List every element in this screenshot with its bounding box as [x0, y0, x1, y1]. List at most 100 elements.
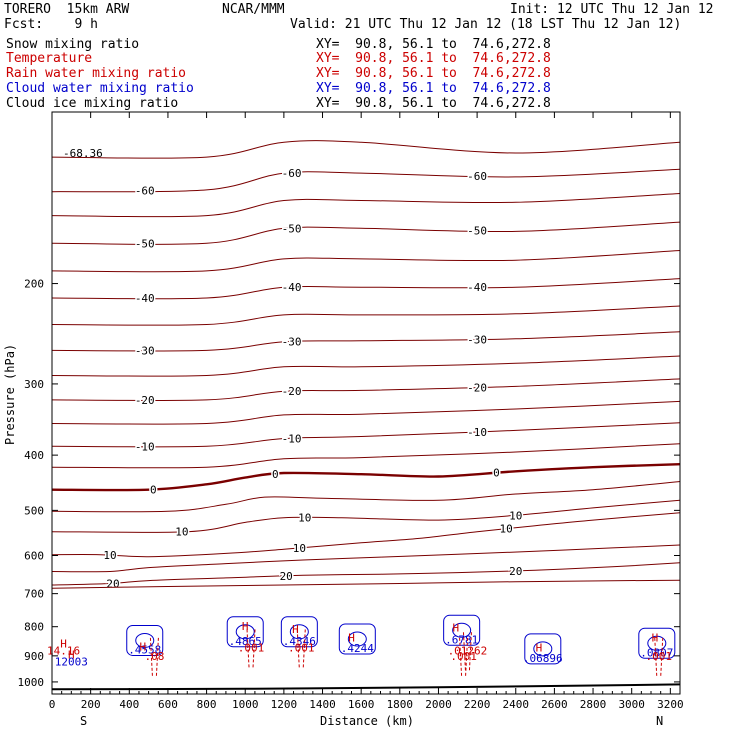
isotherm-label: 0 [493, 467, 500, 480]
high-marker: H [68, 649, 75, 662]
isotherm-label: -50 [282, 222, 302, 235]
x-tick-label: 800 [197, 698, 217, 711]
y-tick-label: 700 [24, 588, 44, 601]
isotherm-label: 0 [150, 483, 157, 496]
x-tick-label: 2800 [580, 698, 607, 711]
isotherm-label: -30 [467, 333, 487, 346]
rain-water-contour [654, 637, 664, 676]
x-tick-label: 1400 [309, 698, 336, 711]
isotherm-line [52, 250, 680, 273]
rain-water-contour [246, 629, 256, 668]
forecast-hour: Fcst: 9 h [4, 17, 98, 32]
rain-water-max-label: .08 [144, 650, 164, 663]
rain-water-contour [462, 632, 472, 671]
isotherm-label: -10 [282, 432, 302, 445]
x-tick-label: 3200 [657, 698, 684, 711]
cloud-water-contour [126, 624, 164, 656]
high-marker: H [453, 621, 460, 634]
isotherm-label: -10 [467, 426, 487, 439]
isotherm-label: 10 [103, 549, 116, 562]
isotherm-label: -40 [135, 292, 155, 305]
cloud-water-contour-inner [135, 632, 155, 648]
rain-water-contour [296, 629, 306, 668]
rain-water-contour [149, 637, 159, 676]
cloud-water-contour [443, 614, 481, 646]
legend-cloud-ice-xy: XY= 90.8, 56.1 to 74.6,272.8 [316, 96, 551, 111]
legend-rain-xy: XY= 90.8, 56.1 to 74.6,272.8 [316, 66, 551, 81]
isotherm-line [52, 562, 680, 586]
isotherm-line [52, 168, 680, 193]
axes: 0 200 400 600 800 1000 1200 1400 1600 1800 2000 220… [18, 112, 684, 711]
isotherm-label: -20 [467, 381, 487, 394]
cloud-water-contour [638, 627, 676, 659]
isotherm-line [52, 140, 680, 159]
value-annotation: 12003 [55, 655, 88, 668]
x-tick-label: 400 [119, 698, 139, 711]
rain-water-max-label: .001 [645, 650, 672, 663]
rain-water-max-label: .001 [238, 641, 265, 654]
y-tick-label: 800 [24, 621, 44, 634]
isotherm-line [52, 512, 680, 558]
isotherm-label: 10 [509, 509, 522, 522]
high-marker: H [536, 642, 543, 655]
cloud-water-max-label: .4244 [341, 642, 374, 655]
isotherm-label: -30 [282, 336, 302, 349]
isotherm-label: 20 [106, 577, 119, 590]
x-tick-label: 1600 [348, 698, 375, 711]
cloud-water-contour [524, 633, 562, 665]
legend-rain: Rain water mixing ratio [6, 66, 187, 81]
y-tick-label: 500 [24, 504, 44, 517]
cloud-water-contour-inner [452, 622, 472, 638]
isotherm-label: -60 [467, 170, 487, 183]
isotherm-label: 10 [175, 526, 188, 539]
cloud-water-contour [226, 616, 264, 648]
cloud-water-contour-inner [347, 631, 367, 647]
isotherm-label: -40 [467, 281, 487, 294]
legend-snow: Snow mixing ratio [6, 37, 140, 52]
high-marker: H [292, 623, 299, 636]
init-time: Init: 12 UTC Thu 12 Jan 12 [510, 2, 714, 17]
isotherm-label: 10 [499, 523, 512, 536]
isotherm-line [52, 499, 680, 533]
isotherm-label: 20 [280, 570, 293, 583]
isotherm-label: -20 [135, 394, 155, 407]
x-tick-label: 1800 [387, 698, 414, 711]
value-annotation: -68.36 [63, 147, 103, 160]
cloud-water-contour-inner [533, 641, 553, 657]
cloud-water-contour-inner [235, 624, 255, 640]
legend-snow-xy: XY= 90.8, 56.1 to 74.6,272.8 [316, 37, 551, 52]
x-tick-label: 1000 [232, 698, 259, 711]
x-tick-label: 3000 [618, 698, 645, 711]
isotherm-label: 10 [293, 542, 306, 555]
model-title: TORERO 15km ARW [4, 2, 130, 17]
y-tick-label: 600 [24, 549, 44, 562]
y-axis-label: Pressure (hPa) [3, 344, 17, 445]
isotherm-label: 0 [272, 468, 279, 481]
left-end-label: S [80, 714, 87, 728]
cloud-water-max-label: .0807 [640, 646, 673, 659]
header: TORERO 15km ARW NCAR/MMM Init: 12 UTC Th… [0, 0, 740, 112]
legend-cloud-ice: Cloud ice mixing ratio [6, 96, 179, 111]
isotherm-line [52, 193, 680, 218]
value-annotation: 14.16 [47, 644, 80, 657]
high-marker: H [348, 632, 355, 645]
isotherm-line [52, 278, 680, 300]
isotherm-label: -60 [135, 185, 155, 198]
x-tick-label: 0 [49, 698, 56, 711]
isotherm-label: -50 [135, 237, 155, 250]
isotherm-label: -60 [282, 167, 302, 180]
high-marker: H [60, 637, 67, 650]
legend-cloud-water: Cloud water mixing ratio [6, 81, 194, 96]
x-tick-label: 2400 [503, 698, 530, 711]
isotherm-line [52, 544, 680, 573]
high-marker: H [140, 640, 147, 653]
valid-time: Valid: 21 UTC Thu 12 Jan 12 (18 LST Thu … [290, 17, 682, 32]
x-tick-label: 1200 [271, 698, 298, 711]
high-marker: H [242, 620, 249, 633]
isotherm-label: 20 [509, 565, 522, 578]
rain-water-contour [459, 637, 469, 676]
right-end-label: N [656, 714, 663, 728]
org-title: NCAR/MMM [222, 2, 285, 17]
rain-water-max-label: .01262 [448, 644, 488, 657]
